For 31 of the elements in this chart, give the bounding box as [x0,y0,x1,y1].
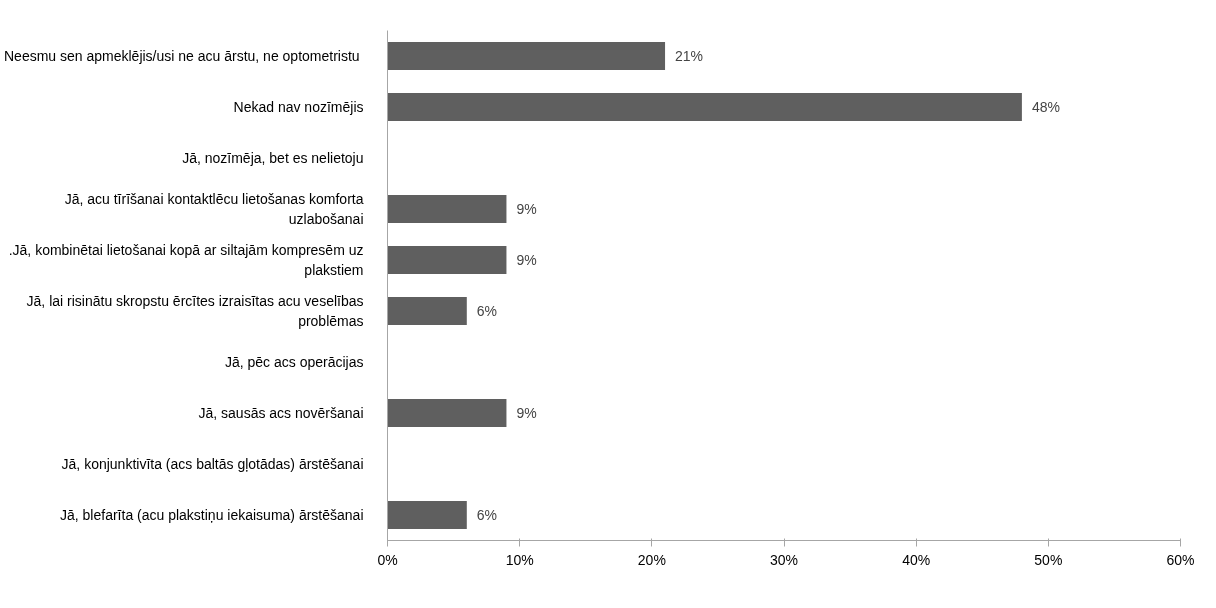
y-tick-label: Jā, konjunktivīta (acs baltās gļotādas) ārstēšanai [61,456,364,472]
x-tick-label: 60% [1166,551,1195,568]
x-tick-label: 40% [902,551,931,568]
data-label: 9% [516,405,537,421]
bar [387,398,507,428]
y-tick-label: Jā, pēc acs operācijas [224,354,364,370]
x-tick-label: 10% [505,551,534,568]
data-label: 48% [1031,99,1060,115]
bar [387,296,467,326]
data-label: 6% [476,507,498,523]
data-label: 21% [675,48,704,64]
y-tick-label: .Jā, kombinētai lietošanai kopā ar siltajām kompresēm uz plakstiem [8,242,364,278]
bar [387,500,467,530]
bar [387,41,666,71]
x-tick-label: 20% [637,551,666,568]
x-tick-label: 50% [1034,551,1063,568]
y-tick-label: Jā, acu tīrīšanai kontaktlēcu lietošanas komforta uzlabošanai [64,191,364,227]
y-tick-label: Jā, nozīmēja, bet es nelietoju [182,150,364,166]
y-tick-label: Jā, sausās acs novēršanai [198,405,364,421]
data-label: 9% [516,252,537,268]
y-tick-label: Jā, lai risinātu skropstu ērcītes izraisītas acu veselības problēmas [26,293,364,329]
bar [387,194,507,224]
data-label: 6% [476,303,498,319]
y-tick-label: Nekad nav nozīmējis [233,99,364,115]
x-tick-label: 0% [377,551,398,568]
bar [387,245,507,275]
y-tick-label: Jā, blefarīta (acu plakstiņu iekaisuma) ārstēšanai [60,507,364,523]
y-tick-label: Neesmu sen apmeklējis/usi ne acu ārstu, ne optometristu [3,48,360,64]
bar [387,92,1022,122]
data-label: 9% [516,201,537,217]
x-tick-label: 30% [769,551,799,568]
